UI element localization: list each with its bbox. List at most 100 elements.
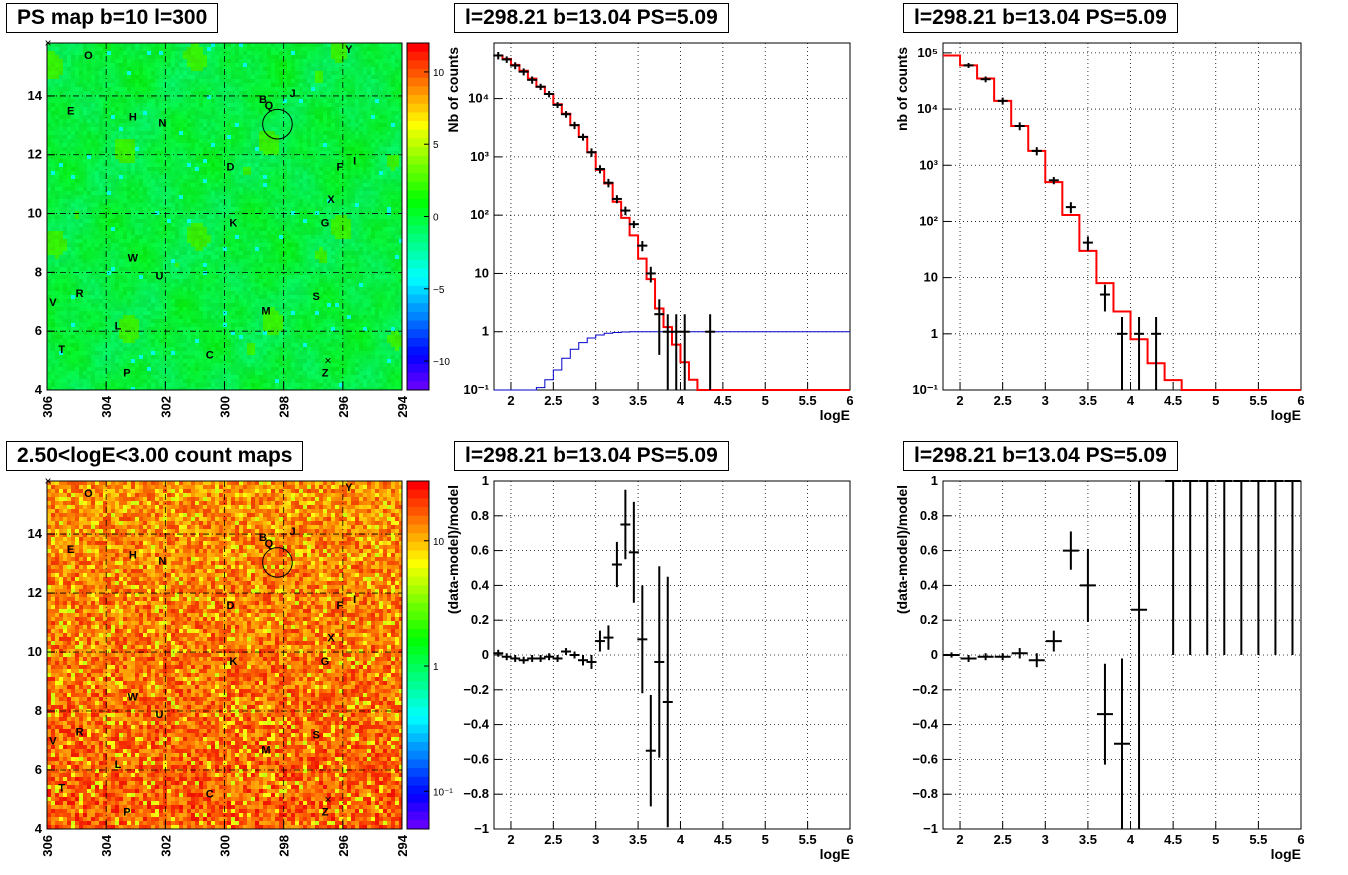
heatmap-cell [63,71,67,75]
heatmap-cell [179,147,183,151]
heatmap-cell [159,107,163,111]
heatmap-cell [259,259,263,263]
heatmap-cell [135,215,139,219]
heatmap-cell [83,79,87,83]
heatmap-cell [107,183,111,187]
heatmap-cell [271,163,275,167]
heatmap-cell [71,131,75,135]
heatmap-cell [227,339,231,343]
heatmap-cell [191,355,195,359]
heatmap-cell [219,283,223,287]
heatmap-cell [251,183,255,187]
heatmap-cell [223,187,227,191]
heatmap-cell [251,247,255,251]
heatmap-cell [171,275,175,279]
heatmap-cell [123,323,127,327]
heatmap-cell [91,131,95,135]
heatmap-cell [179,171,183,175]
heatmap-cell [87,51,91,55]
heatmap-cell [239,51,243,55]
heatmap-cell [47,335,51,339]
heatmap-cell [95,243,99,247]
heatmap-cell [255,383,259,387]
heatmap-cell [211,75,215,79]
heatmap-cell [159,271,163,275]
heatmap-cell [115,151,119,155]
heatmap-cell [227,255,231,259]
heatmap-cell [207,119,211,123]
heatmap-cell [47,155,51,159]
heatmap-cell [251,79,255,83]
heatmap-cell [247,87,251,91]
heatmap-cell [139,247,143,251]
heatmap-cell [111,87,115,91]
heatmap-cell [155,303,159,307]
heatmap-cell [235,271,239,275]
heatmap-cell [227,247,231,251]
heatmap-cell [203,315,207,319]
heatmap-cell [263,335,267,339]
heatmap-cell [219,211,223,215]
heatmap-cell [123,175,127,179]
heatmap-cell [267,339,271,343]
heatmap-cell [175,127,179,131]
heatmap-cell [67,111,71,115]
heatmap-cell [167,75,171,79]
heatmap-cell [143,263,147,267]
heatmap-cell [243,263,247,267]
heatmap-cell [135,351,139,355]
heatmap-cell [239,319,243,323]
heatmap-cell [51,379,55,383]
heatmap-cell [179,75,183,79]
heatmap-cell [155,339,159,343]
heatmap-cell [131,159,135,163]
heatmap-cell [99,151,103,155]
heatmap-cell [235,123,239,127]
heatmap-cell [175,159,179,163]
heatmap-cell [159,151,163,155]
heatmap-cell [239,247,243,251]
heatmap-cell [271,319,275,323]
heatmap-cell [207,259,211,263]
heatmap-cell [203,343,207,347]
heatmap-cell [167,63,171,67]
heatmap-cell [247,275,251,279]
heatmap-cell [259,231,263,235]
heatmap-cell [59,115,63,119]
heatmap-cell [151,99,155,103]
heatmap-cell [251,215,255,219]
heatmap-cell [67,379,71,383]
heatmap-cell [151,107,155,111]
heatmap-cell [127,199,131,203]
heatmap-cell [251,271,255,275]
heatmap-cell [203,163,207,167]
heatmap-cell [91,147,95,151]
heatmap-cell [183,131,187,135]
heatmap-cell [63,367,67,371]
heatmap-cell [271,315,275,319]
heatmap-cell [123,195,127,199]
heatmap-cell [203,135,207,139]
heatmap-cell [99,303,103,307]
heatmap-cell [223,67,227,71]
heatmap-cell [167,355,171,359]
heatmap-cell [183,195,187,199]
heatmap-cell [115,307,119,311]
heatmap-cell [147,263,151,267]
heatmap-cell [203,51,207,55]
heatmap-cell [51,303,55,307]
heatmap-cell [211,107,215,111]
heatmap-cell [151,51,155,55]
heatmap-cell [251,139,255,143]
heatmap-cell [151,255,155,259]
heatmap-cell [55,227,59,231]
heatmap-cell [79,191,83,195]
heatmap-cell [219,135,223,139]
heatmap-cell [207,331,211,335]
heatmap-cell [139,367,143,371]
heatmap-cell [135,159,139,163]
heatmap-cell [199,143,203,147]
heatmap-cell [255,71,259,75]
heatmap-cell [171,235,175,239]
heatmap-cell [203,359,207,363]
